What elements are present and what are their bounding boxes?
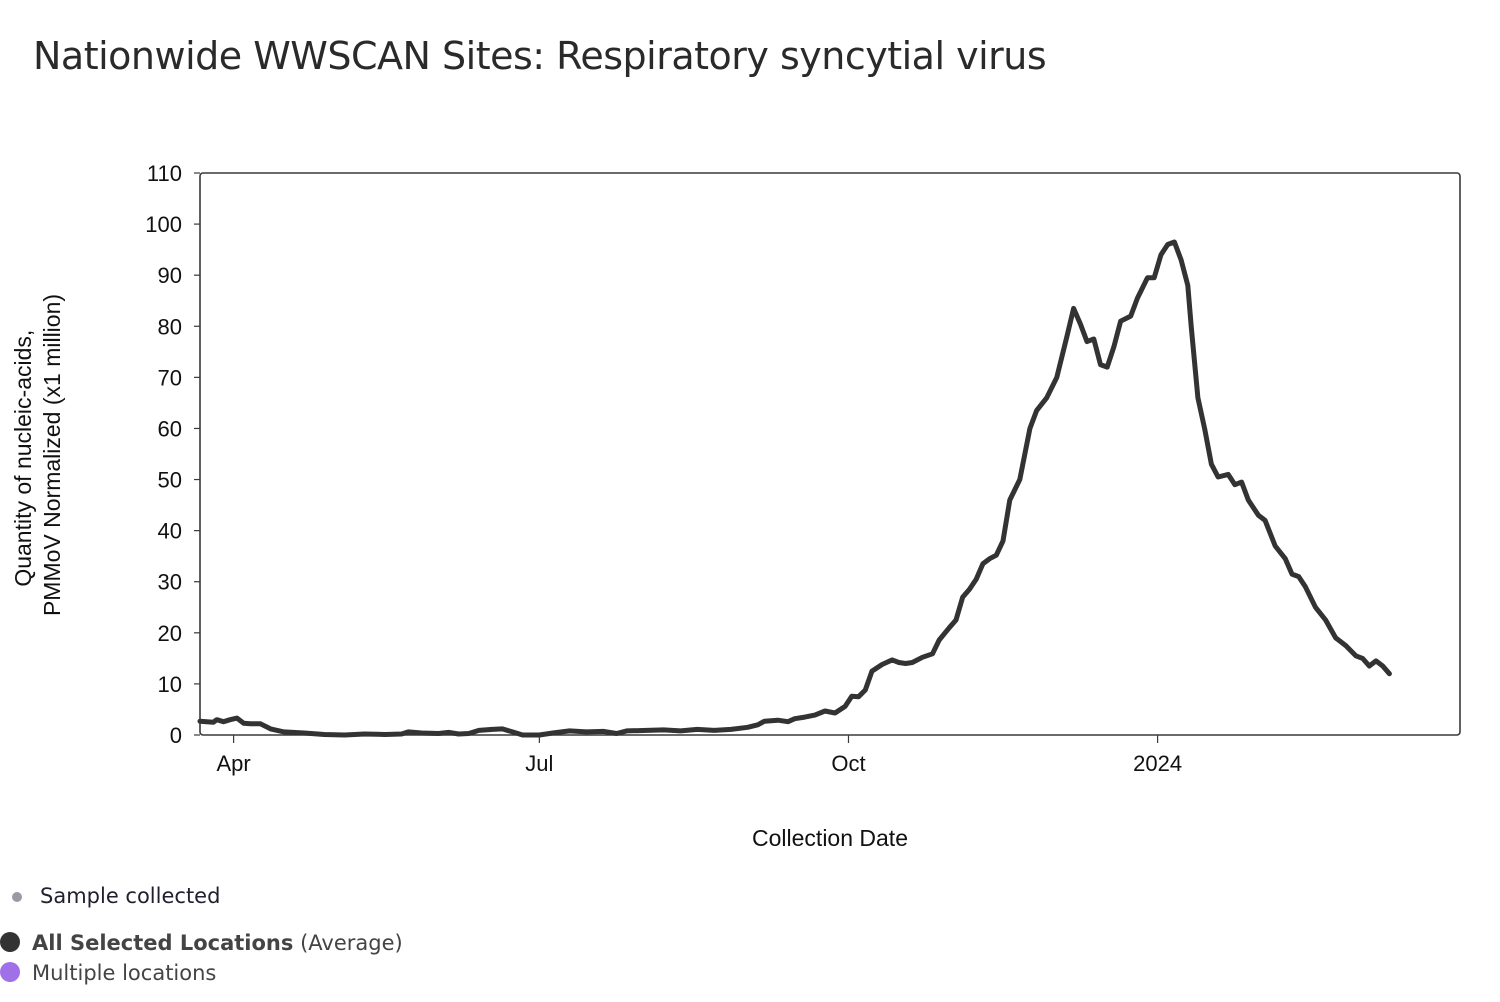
y-tick-label: 80 xyxy=(158,314,182,339)
legend-label-all-selected: All Selected Locations (Average) xyxy=(32,931,403,955)
x-tick-label: Jul xyxy=(525,751,553,776)
y-tick-label: 0 xyxy=(170,723,182,748)
y-tick-label: 70 xyxy=(158,365,182,390)
y-tick-label: 30 xyxy=(158,570,182,595)
y-tick-label: 10 xyxy=(158,672,182,697)
y-axis-label-line-2: PMMoV Normalized (x1 million) xyxy=(39,294,65,616)
y-tick-label: 60 xyxy=(158,416,182,441)
legend-label-sample-collected: Sample collected xyxy=(40,884,221,908)
x-tick-label: Apr xyxy=(216,751,250,776)
series-layer xyxy=(197,239,1392,738)
y-tick-label: 90 xyxy=(158,263,182,288)
multiple-locations-dot-icon xyxy=(0,962,20,982)
x-axis-ticks: Apr Jul Oct 2024 xyxy=(216,735,1182,776)
legend-label-all-selected-bold: All Selected Locations xyxy=(32,931,294,955)
y-axis-ticks: 0 10 20 30 40 50 60 70 80 90 100 110 xyxy=(145,161,200,748)
legend-label-average-suffix: (Average) xyxy=(293,931,403,955)
series-line-average[interactable] xyxy=(197,239,1392,738)
y-tick-label: 100 xyxy=(145,212,182,237)
plot-area-frame xyxy=(199,172,1461,736)
sample-dot-icon xyxy=(12,892,22,902)
y-tick-label: 20 xyxy=(158,621,182,646)
y-tick-label: 40 xyxy=(158,519,182,544)
chart-title: Nationwide WWSCAN Sites: Respiratory syn… xyxy=(33,34,1047,78)
y-tick-label: 50 xyxy=(158,468,182,493)
average-dot-icon xyxy=(0,932,20,952)
x-tick-label: Oct xyxy=(831,751,865,776)
legend-label-multiple-locations: Multiple locations xyxy=(32,961,217,985)
x-tick-label: 2024 xyxy=(1133,751,1182,776)
x-axis-label: Collection Date xyxy=(752,825,908,851)
y-axis-label-line-1: Quantity of nucleic-acids, xyxy=(10,330,36,587)
y-tick-label: 110 xyxy=(147,161,182,186)
y-axis-label: Quantity of nucleic-acids, PMMoV Normali… xyxy=(10,294,65,616)
